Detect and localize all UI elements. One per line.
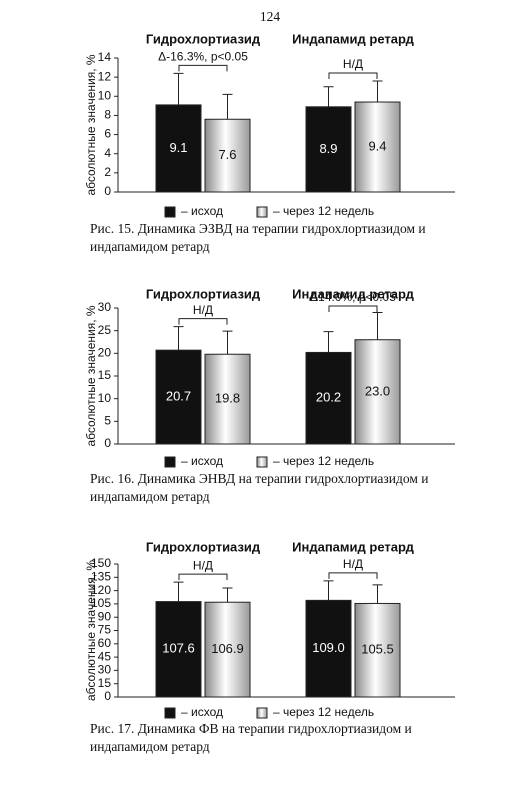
- error-bar: [222, 330, 233, 355]
- error-bar: [173, 72, 184, 105]
- caption: индапамидом ретард: [90, 739, 210, 754]
- caption: индапамидом ретард: [90, 239, 210, 254]
- y-axis-title: абсолютные значения, %: [84, 54, 98, 195]
- legend-label: – исход: [181, 454, 223, 468]
- y-tick-label: 14: [98, 50, 112, 64]
- legend-swatch: [164, 707, 176, 719]
- bar: [155, 601, 202, 698]
- annotation: Н/Д: [193, 558, 213, 572]
- bracket: [328, 72, 378, 79]
- value-label: 8.9: [319, 141, 337, 156]
- value-label: 107.6: [162, 641, 195, 656]
- group-label: Гидрохлортиазид: [146, 31, 261, 46]
- value-label: 109.0: [312, 640, 345, 655]
- legend-label: – через 12 недель: [273, 204, 374, 218]
- legend-swatch: [164, 456, 176, 468]
- bracket: [178, 64, 228, 72]
- annotation: Δ14.0%, p<0.05: [310, 290, 396, 304]
- y-tick-label: 45: [98, 649, 112, 663]
- error-bar: [222, 93, 233, 120]
- error-bar: [323, 331, 334, 353]
- y-tick-label: 4: [104, 146, 111, 160]
- value-label: 20.2: [316, 390, 341, 405]
- y-tick-label: 20: [98, 346, 112, 360]
- y-tick-label: 30: [98, 663, 112, 677]
- bar: [204, 118, 251, 193]
- y-tick-label: 30: [98, 300, 112, 314]
- error-bar: [372, 312, 383, 340]
- y-tick-label: 15: [98, 368, 112, 382]
- value-label: 20.7: [166, 389, 191, 404]
- value-label: 19.8: [215, 391, 240, 406]
- bracket: [178, 573, 228, 581]
- legend-label: – исход: [181, 705, 223, 719]
- y-tick-label: 6: [104, 127, 111, 141]
- annotation: Δ-16.3%, p<0.05: [158, 49, 248, 63]
- annotation: Н/Д: [193, 303, 213, 317]
- bracket: [328, 305, 378, 312]
- legend-swatch: [164, 206, 176, 218]
- y-tick-label: 60: [98, 636, 112, 650]
- value-label: 9.1: [169, 140, 187, 155]
- legend-swatch: [256, 707, 268, 719]
- caption: Рис. 16. Динамика ЭНВД на терапии гидрох…: [90, 471, 428, 486]
- error-bar: [173, 326, 184, 351]
- error-bar: [323, 580, 334, 601]
- bar: [354, 101, 401, 193]
- y-tick-label: 75: [98, 623, 112, 637]
- page-number: 124: [260, 9, 281, 24]
- group-label: Индапамид ретард: [292, 539, 414, 554]
- y-tick-label: 10: [98, 391, 112, 405]
- group-label: Гидрохлортиазид: [146, 286, 261, 301]
- legend-swatch: [256, 206, 268, 218]
- bracket: [328, 572, 378, 579]
- error-bar: [323, 86, 334, 107]
- y-axis-title: абсолютные значения, %: [84, 560, 98, 701]
- y-tick-label: 15: [98, 676, 112, 690]
- annotation: Н/Д: [343, 557, 363, 571]
- y-tick-label: 90: [98, 609, 112, 623]
- value-label: 106.9: [211, 641, 244, 656]
- y-tick-label: 25: [98, 323, 112, 337]
- bracket: [178, 318, 228, 325]
- error-bar: [372, 80, 383, 103]
- value-label: 7.6: [218, 147, 236, 162]
- bar: [204, 353, 251, 445]
- value-label: 9.4: [368, 138, 386, 153]
- y-tick-label: 5: [104, 414, 111, 428]
- error-bar: [372, 584, 383, 604]
- legend-label: – через 12 недель: [273, 705, 374, 719]
- bar: [305, 106, 352, 193]
- y-tick-label: 12: [98, 69, 112, 83]
- legend-label: – через 12 недель: [273, 454, 374, 468]
- y-tick-label: 135: [91, 569, 111, 583]
- y-tick-label: 0: [104, 184, 111, 198]
- legend-label: – исход: [181, 204, 223, 218]
- group-label: Индапамид ретард: [292, 31, 414, 46]
- annotation: Н/Д: [343, 57, 363, 71]
- y-tick-label: 0: [104, 689, 111, 703]
- value-label: 105.5: [361, 642, 394, 657]
- y-tick-label: 0: [104, 436, 111, 450]
- caption: Рис. 17. Динамика ФВ на терапии гидрохло…: [90, 721, 412, 736]
- error-bar: [222, 587, 233, 603]
- y-tick-label: 120: [91, 583, 111, 597]
- value-label: 23.0: [365, 383, 390, 398]
- y-tick-label: 2: [104, 165, 111, 179]
- caption: индапамидом ретард: [90, 489, 210, 504]
- group-label: Гидрохлортиазид: [146, 539, 261, 554]
- y-axis-title: абсолютные значения, %: [84, 305, 98, 446]
- legend-swatch: [256, 456, 268, 468]
- error-bar: [173, 581, 184, 602]
- bar: [155, 349, 202, 445]
- y-tick-label: 150: [91, 556, 111, 570]
- y-tick-label: 105: [91, 596, 111, 610]
- group-label: Индапамид ретард: [292, 286, 414, 301]
- bar: [354, 339, 401, 445]
- caption: Рис. 15. Динамика ЭЗВД на терапии гидрох…: [90, 221, 426, 236]
- bar: [204, 601, 251, 698]
- y-tick-label: 10: [98, 88, 112, 102]
- y-tick-label: 8: [104, 108, 111, 122]
